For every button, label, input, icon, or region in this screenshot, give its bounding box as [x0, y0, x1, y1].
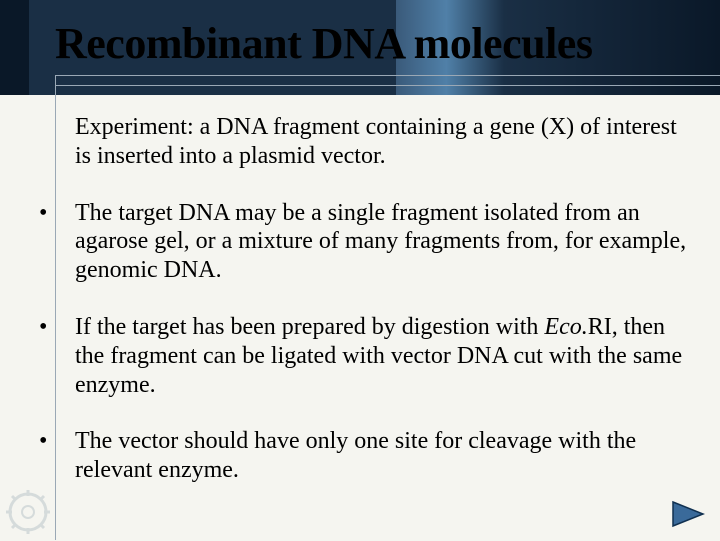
- bullet-item: The vector should have only one site for…: [75, 427, 690, 485]
- bullet-text: If the target has been prepared by diges…: [75, 314, 544, 340]
- rule-bottom: [55, 85, 720, 86]
- bullet-text: The vector should have only one site for…: [75, 428, 636, 483]
- next-arrow-button[interactable]: [671, 500, 705, 528]
- slide-title: Recombinant DNA molecules: [55, 18, 592, 69]
- bullet-text: The target DNA may be a single fragment …: [75, 200, 686, 284]
- bullet-italic: Eco.: [544, 314, 587, 340]
- rule-top: [55, 75, 720, 76]
- bullet-item: If the target has been prepared by diges…: [75, 313, 690, 399]
- intro-text: Experiment: a DNA fragment containing a …: [75, 113, 690, 171]
- slide-content: Experiment: a DNA fragment containing a …: [0, 95, 720, 485]
- bullet-item: The target DNA may be a single fragment …: [75, 199, 690, 285]
- header-band: Recombinant DNA molecules: [0, 0, 720, 95]
- gear-icon: [4, 488, 52, 536]
